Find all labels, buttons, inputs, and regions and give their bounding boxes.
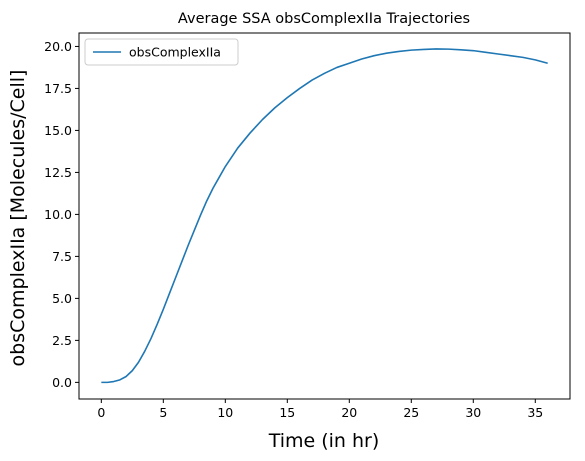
plot-frame	[78, 32, 571, 400]
x-tick-label: 20	[341, 405, 357, 420]
y-tick-label: 2.5	[52, 333, 72, 348]
y-tick-label: 5.0	[52, 291, 72, 306]
y-tick-label: 0.0	[52, 375, 72, 390]
x-tick-label: 0	[97, 405, 105, 420]
y-tick-label: 20.0	[44, 39, 72, 54]
x-tick-label: 10	[217, 405, 233, 420]
chart-title: Average SSA obsComplexIIa Trajectories	[178, 11, 470, 27]
x-tick-label: 25	[403, 405, 419, 420]
series-line-obsComplexIIa	[101, 48, 548, 384]
x-tick-label: 30	[465, 405, 481, 420]
y-tick-label: 15.0	[44, 123, 72, 138]
y-tick-label: 17.5	[44, 81, 72, 96]
legend-box	[84, 38, 239, 66]
x-tick-label: 15	[279, 405, 295, 420]
y-axis-label: obsComplexIIa [Molecules/Cell]	[7, 70, 29, 367]
legend-label: obsComplexIIa	[129, 45, 221, 60]
x-tick-label: 35	[527, 405, 543, 420]
x-axis-label: Time (in hr)	[268, 430, 380, 452]
x-tick-label: 5	[159, 405, 167, 420]
y-tick-label: 10.0	[44, 207, 72, 222]
y-tick-label: 12.5	[44, 165, 72, 180]
y-tick-label: 7.5	[52, 249, 72, 264]
